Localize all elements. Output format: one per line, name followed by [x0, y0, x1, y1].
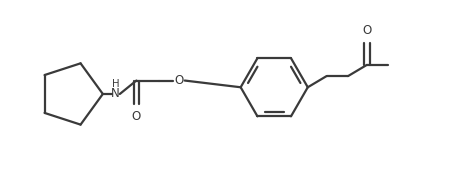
- Text: H: H: [112, 79, 119, 89]
- Text: O: O: [174, 74, 184, 87]
- Text: O: O: [362, 24, 372, 37]
- Text: O: O: [132, 110, 141, 123]
- Text: N: N: [111, 88, 120, 100]
